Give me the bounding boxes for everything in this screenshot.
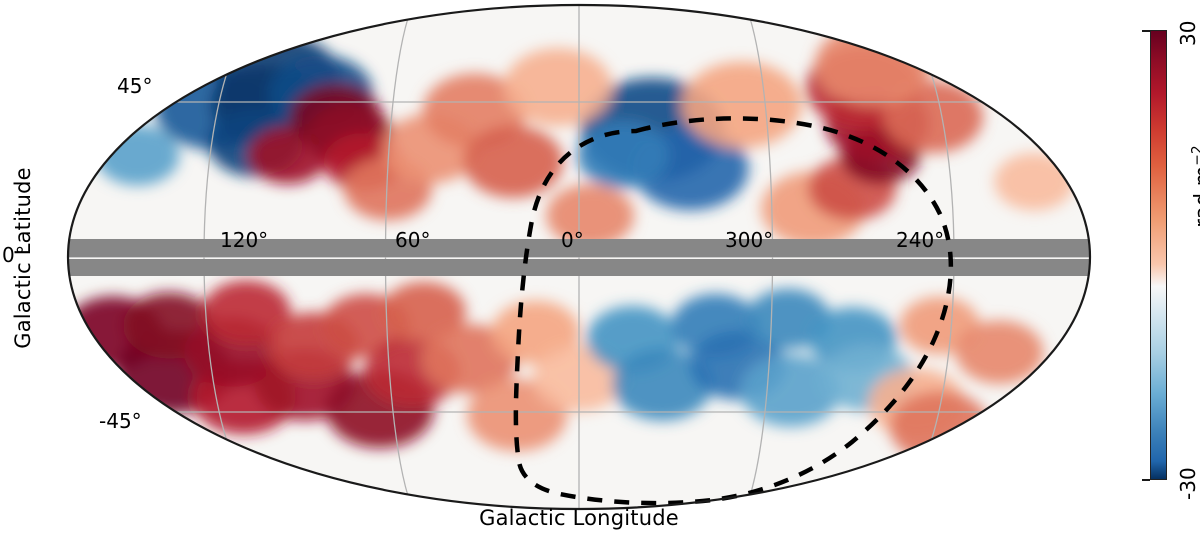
rm-blob: [504, 48, 612, 126]
x-axis-label: Galactic Longitude: [479, 506, 679, 530]
rm-blob: [955, 320, 1044, 384]
rm-blob: [463, 125, 564, 198]
colorbar-tick-max: [1142, 30, 1150, 32]
lat-tick-neg45: -45°: [99, 409, 142, 433]
rm-blob: [612, 348, 713, 421]
lat-tick-0: 0°: [2, 243, 25, 267]
lon-tick-60: 60°: [395, 228, 431, 252]
rm-blob: [381, 281, 466, 343]
lon-tick-240: 240°: [896, 228, 945, 252]
colorbar: [1150, 30, 1167, 480]
rm-blob: [577, 122, 670, 189]
colorbar-tick-min: [1142, 479, 1150, 481]
colorbar-min-label: -30: [1176, 467, 1200, 500]
projection-boundary: [66, 3, 1092, 511]
galactic-plane-mask: [68, 239, 1090, 276]
sky-map-panel: [66, 3, 1092, 511]
lon-tick-300: 300°: [725, 228, 774, 252]
rm-blob: [746, 288, 831, 349]
survey-footprint-contour: [513, 116, 954, 506]
rm-blob: [681, 61, 802, 148]
lon-tick-120: 120°: [220, 228, 269, 252]
rm-blob: [202, 280, 291, 344]
colorbar-title-exponent: −2: [1189, 145, 1200, 166]
rm-blob: [994, 152, 1075, 211]
rm-blob: [95, 125, 180, 186]
mollweide-map: [66, 3, 1092, 511]
rm-blob: [491, 300, 580, 364]
lon-tick-0: 0°: [561, 228, 584, 252]
colorbar-title-text: rad m: [1190, 166, 1200, 228]
rm-blob: [883, 81, 984, 153]
lat-tick-45: 45°: [117, 74, 153, 98]
colorbar-title: rad m−2: [1190, 107, 1200, 267]
rm-blob: [814, 23, 931, 107]
colorbar-max-label: 30: [1176, 20, 1200, 46]
rm-blob: [546, 184, 635, 248]
